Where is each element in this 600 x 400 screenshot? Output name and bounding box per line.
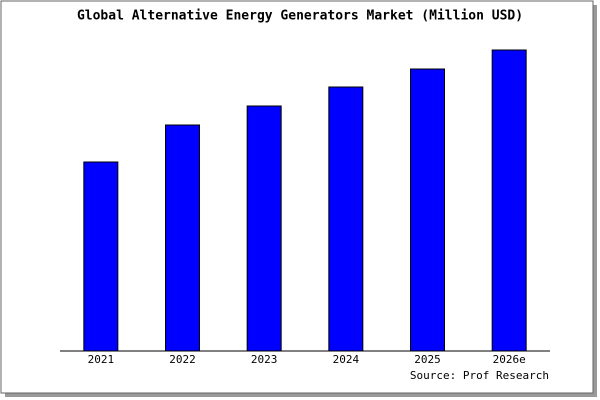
x-tick-label: 2025 [414,353,441,366]
bar [328,86,364,352]
bar [491,49,527,352]
bar [410,68,445,352]
source-note: Source: Prof Research [410,369,549,382]
bar [165,124,200,352]
x-tick-label: 2023 [251,353,278,366]
x-tick-label: 2022 [169,353,196,366]
x-tick-label: 2026e [493,353,526,366]
x-tick-label: 2021 [88,353,115,366]
chart-title: Global Alternative Energy Generators Mar… [77,9,523,24]
bar [83,161,119,352]
plot-area [60,45,550,351]
bar [246,105,282,352]
x-tick-label: 2024 [333,353,360,366]
